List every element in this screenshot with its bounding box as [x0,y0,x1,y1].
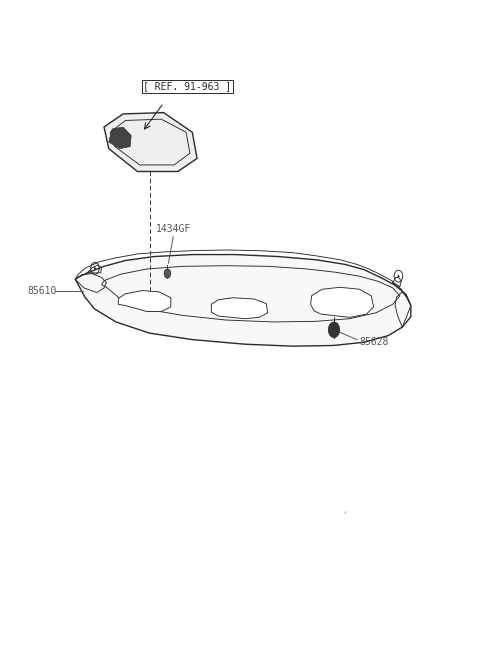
Circle shape [164,269,171,278]
Circle shape [94,267,96,269]
Text: 85610: 85610 [28,286,57,296]
Text: 1434GF: 1434GF [156,223,191,234]
Text: 85628: 85628 [360,336,389,347]
Polygon shape [104,112,197,171]
Circle shape [328,322,340,338]
Text: [ REF. 91-963 ]: [ REF. 91-963 ] [144,81,231,91]
Polygon shape [109,127,131,148]
Polygon shape [75,254,411,346]
Polygon shape [211,298,268,319]
Circle shape [397,275,399,277]
Polygon shape [311,287,373,317]
Polygon shape [118,290,171,311]
